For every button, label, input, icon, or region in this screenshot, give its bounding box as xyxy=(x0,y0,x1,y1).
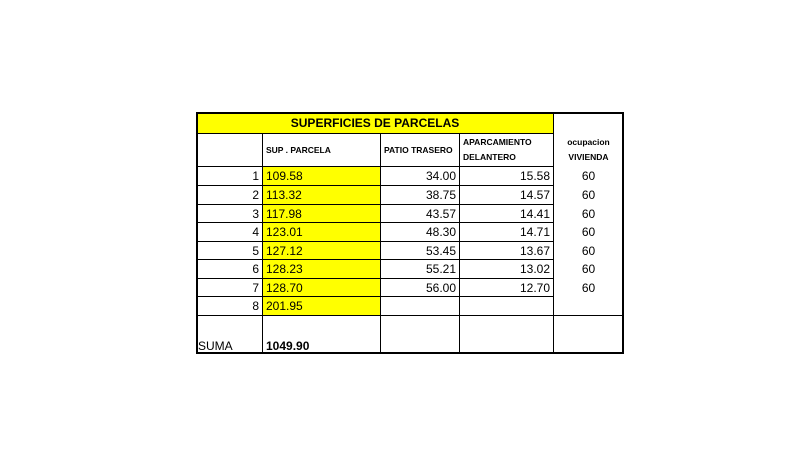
header-cell: PATIO TRASERO xyxy=(380,133,460,167)
data-cell: 123.01 xyxy=(262,222,381,242)
data-cell: 56.00 xyxy=(380,278,460,297)
data-cell: 109.58 xyxy=(262,166,381,186)
data-cell: 128.70 xyxy=(262,278,381,297)
occupancy-value: 60 xyxy=(581,280,596,295)
data-cell xyxy=(459,296,554,316)
data-cell: 117.98 xyxy=(262,204,381,223)
data-cell: 14.71 xyxy=(459,222,554,242)
data-cell: 6 xyxy=(196,259,263,279)
data-cell: 127.12 xyxy=(262,241,381,260)
data-cell: 128.23 xyxy=(262,259,381,279)
data-cell: 201.95 xyxy=(262,296,381,316)
data-cell: 8 xyxy=(196,296,263,316)
data-cell: 53.45 xyxy=(380,241,460,260)
total-label: SUMA xyxy=(196,315,263,354)
data-cell: 4 xyxy=(196,222,263,242)
empty-cell xyxy=(380,315,460,354)
empty-cell xyxy=(459,315,554,354)
occupancy-value: 60 xyxy=(581,243,596,258)
data-cell: 113.32 xyxy=(262,185,381,205)
occupancy-value: 60 xyxy=(581,262,596,276)
data-cell: 14.41 xyxy=(459,204,554,223)
header-cell: APARCAMIENTO DELANTERO xyxy=(459,133,554,167)
header-cell: SUP . PARCELA xyxy=(262,133,381,167)
empty-cell xyxy=(553,315,624,354)
header-cell xyxy=(196,133,263,167)
data-cell: 55.21 xyxy=(380,259,460,279)
header-cell: ocupacion VIVIENDA xyxy=(567,136,610,162)
data-cell: 1 xyxy=(196,166,263,186)
data-cell: 5 xyxy=(196,241,263,260)
occupancy-value: 60 xyxy=(581,188,596,202)
data-cell xyxy=(380,296,460,316)
data-cell: 13.67 xyxy=(459,241,554,260)
title-cell: SUPERFICIES DE PARCELAS xyxy=(196,112,554,134)
data-cell: 2 xyxy=(196,185,263,205)
data-cell: 14.57 xyxy=(459,185,554,205)
data-cell: 15.58 xyxy=(459,166,554,186)
data-cell: 12.70 xyxy=(459,278,554,297)
data-cell: 48.30 xyxy=(380,222,460,242)
total-value: 1049.90 xyxy=(262,315,381,354)
data-cell: 38.75 xyxy=(380,185,460,205)
data-cell: 34.00 xyxy=(380,166,460,186)
data-cell: 3 xyxy=(196,204,263,223)
data-cell: 7 xyxy=(196,278,263,297)
data-cell: 43.57 xyxy=(380,204,460,223)
occupancy-value: 60 xyxy=(581,206,596,221)
occupancy-value: 60 xyxy=(581,169,596,183)
data-cell: 13.02 xyxy=(459,259,554,279)
occupancy-value: 60 xyxy=(581,225,596,239)
